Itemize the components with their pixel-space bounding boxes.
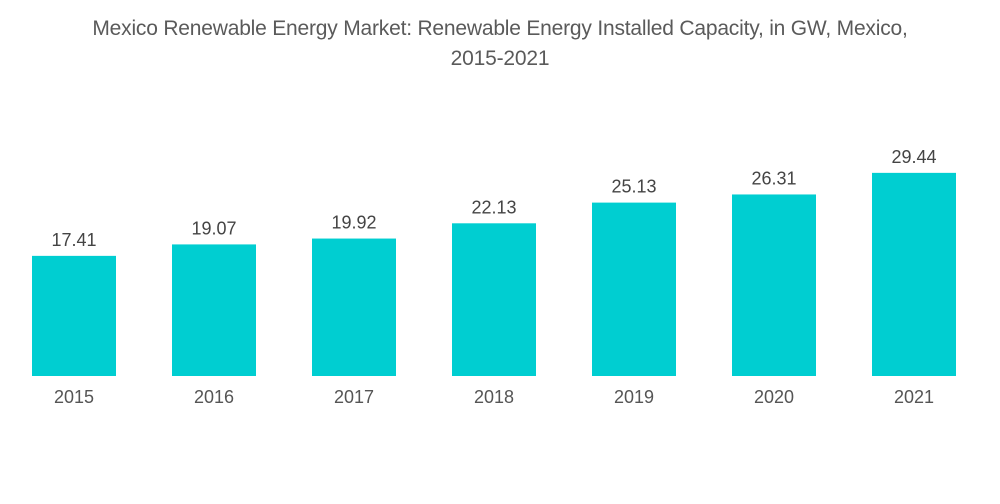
x-tick-label-2020: 2020	[754, 387, 794, 407]
data-label-2019: 25.13	[611, 177, 656, 197]
x-tick-label-2016: 2016	[194, 387, 234, 407]
data-label-2015: 17.41	[51, 230, 96, 250]
x-tick-label-2017: 2017	[334, 387, 374, 407]
x-tick-label-2018: 2018	[474, 387, 514, 407]
x-tick-label-2021: 2021	[894, 387, 934, 407]
bar-2021	[872, 172, 956, 376]
chart-title: Mexico Renewable Energy Market: Renewabl…	[0, 14, 1000, 74]
bar-2017	[312, 238, 396, 376]
bar-2018	[452, 223, 536, 376]
data-label-2016: 19.07	[191, 218, 236, 238]
x-tick-label-2015: 2015	[54, 387, 94, 407]
x-tick-label-2019: 2019	[614, 387, 654, 407]
data-label-2018: 22.13	[471, 197, 516, 217]
data-label-2020: 26.31	[751, 168, 796, 188]
chart-title-line-2: 2015-2021	[450, 47, 550, 70]
data-label-2017: 19.92	[331, 213, 376, 233]
data-label-2021: 29.44	[891, 147, 936, 167]
chart-title-line-1: Mexico Renewable Energy Market: Renewabl…	[92, 17, 908, 40]
bar-2016	[172, 244, 256, 376]
bar-2019	[592, 202, 676, 376]
bar-2020	[732, 194, 816, 376]
bar-2015	[32, 255, 116, 376]
